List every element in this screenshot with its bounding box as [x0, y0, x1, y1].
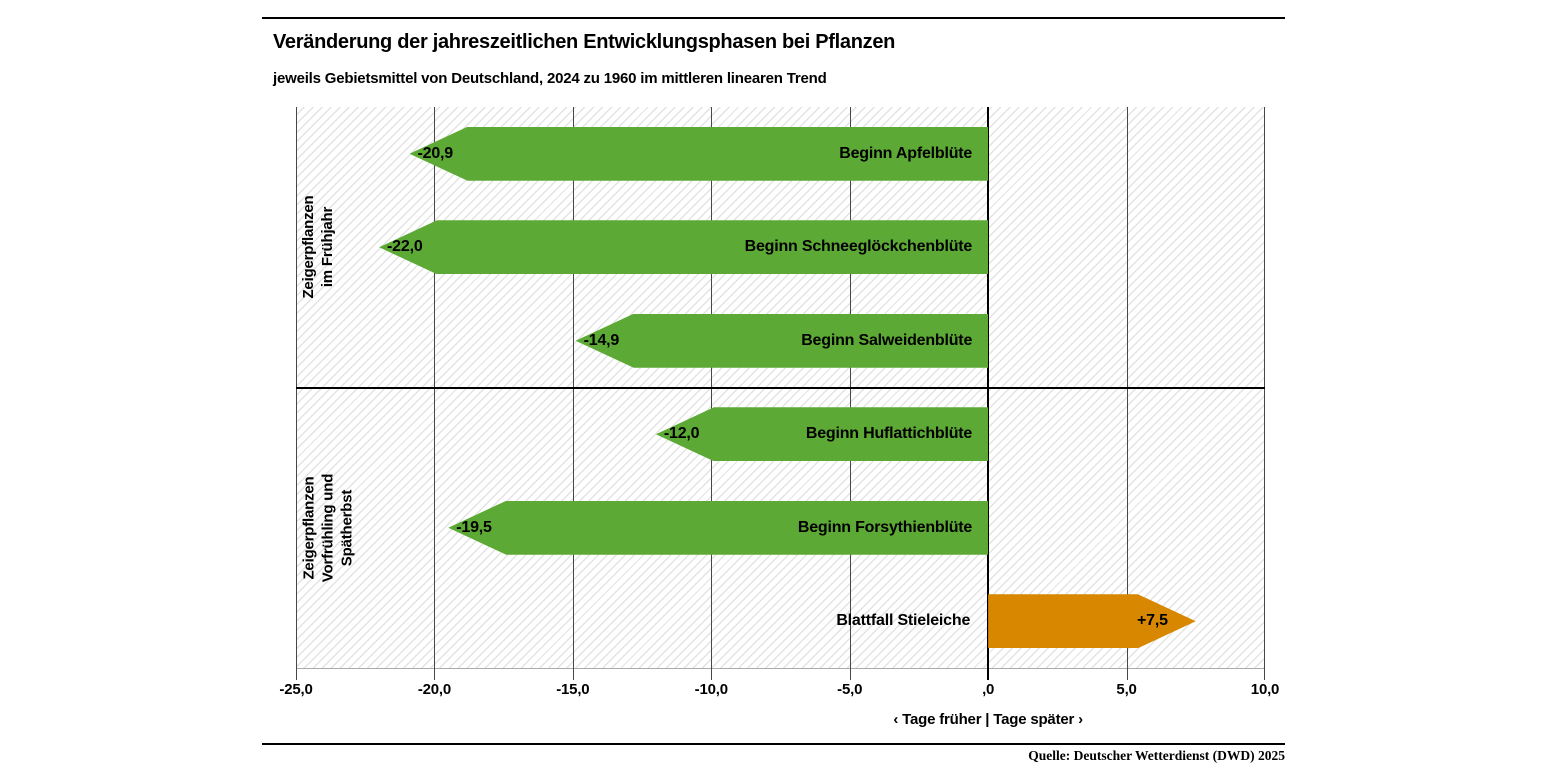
x-tick-mark	[1264, 668, 1265, 680]
x-tick-label: -25,0	[279, 681, 313, 698]
bar-name-label: Beginn Huflattichblüte	[805, 425, 973, 443]
x-tick-label: -20,0	[417, 681, 452, 698]
top-rule	[262, 17, 1285, 19]
x-tick-mark	[711, 668, 713, 680]
bar-arrow-earlier: -19,5 Beginn Forsythienblüte	[448, 500, 989, 555]
x-tick-label: 10,0	[1250, 681, 1280, 698]
bar-value-label: -20,9	[417, 144, 454, 162]
x-tick-label: -10,0	[694, 681, 728, 698]
x-tick-label: -5,0	[837, 681, 863, 698]
bar-value-label: -19,5	[456, 518, 492, 536]
bar-row: +7,5 Blattfall Stieleiche	[296, 594, 1265, 648]
group-separator	[296, 386, 1265, 389]
plot-area: ‹ Tage früher | Tage später › -25,0 -20,0…	[279, 107, 1279, 728]
source-credit: Quelle: Deutscher Wetterdienst (DWD) 202…	[1028, 748, 1285, 763]
chart-title: Veränderung der jahreszeitlichen Entwick…	[273, 31, 896, 53]
x-tick-label: 5,0	[1116, 681, 1137, 698]
x-tick-mark	[572, 668, 574, 680]
bar-row: -22,0 Beginn Schneeglöckchenblüte	[296, 220, 1265, 275]
bar-row: -12,0 Beginn Huflattichblüte	[296, 407, 1265, 462]
bar-row: -20,9 Beginn Apfelblüte	[296, 126, 1265, 181]
bar-name-label: Beginn Salweidenblüte	[801, 331, 973, 349]
bar-arrow-earlier: -22,0 Beginn Schneeglöckchenblüte	[379, 220, 989, 275]
x-axis-label: ‹ Tage früher | Tage später ›	[893, 711, 1083, 728]
bar-name-label: Beginn Forsythienblüte	[797, 518, 973, 536]
bar-value-label: +7,5	[1136, 612, 1168, 630]
bar-arrow-earlier: -12,0 Beginn Huflattichblüte	[655, 407, 989, 462]
bar-name-label: Blattfall Stieleiche	[836, 612, 971, 630]
bar-arrow-earlier: -20,9 Beginn Apfelblüte	[409, 126, 989, 181]
x-tick-label: ,0	[982, 681, 995, 698]
bar-arrow-later: +7,5	[988, 594, 1196, 648]
chart-subtitle: jeweils Gebietsmittel von Deutschland, 2…	[273, 70, 827, 87]
x-tick-label: -15,0	[556, 681, 590, 698]
x-tick-mark	[296, 668, 297, 680]
x-tick-mark	[1126, 668, 1128, 680]
bar-name-label: Beginn Apfelblüte	[839, 144, 973, 162]
bottom-rule	[262, 743, 1285, 745]
bar-name-label: Beginn Schneeglöckchenblüte	[744, 238, 973, 256]
bar-value-label: -12,0	[663, 425, 700, 443]
bar-row: -19,5 Beginn Forsythienblüte	[296, 500, 1265, 555]
x-tick-mark	[434, 668, 436, 680]
x-tick-mark	[987, 668, 990, 680]
bar-row: -14,9 Beginn Salweidenblüte	[296, 313, 1265, 368]
x-tick-mark	[849, 668, 851, 680]
bar-value-label: -22,0	[387, 238, 423, 256]
bar-arrow-earlier: -14,9 Beginn Salweidenblüte	[575, 313, 989, 368]
bar-value-label: -14,9	[583, 331, 620, 349]
